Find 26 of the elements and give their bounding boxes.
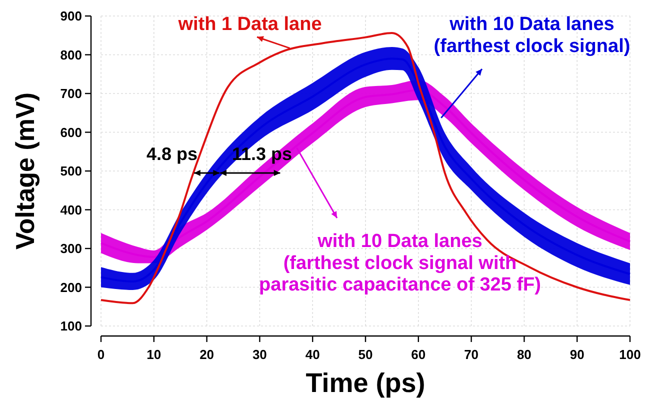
x-tick-label: 50 [358, 347, 373, 362]
y-tick-label: 700 [60, 86, 82, 102]
annotation: 4.8 ps [146, 144, 198, 164]
y-tick-label: 200 [60, 280, 82, 295]
y-tick-label: 600 [60, 124, 82, 140]
x-tick-label: 20 [200, 347, 214, 362]
x-tick-label: 60 [411, 347, 426, 362]
x-tick-label: 30 [252, 347, 267, 362]
y-tick-label: 400 [60, 202, 82, 218]
y-tick-label: 300 [60, 241, 82, 256]
y-tick-label: 800 [60, 47, 82, 62]
x-tick-label: 10 [146, 347, 162, 362]
y-tick-label: 900 [60, 8, 82, 24]
annotation: with 10 Data lanes (farthest clock signal) [434, 14, 630, 57]
x-tick-label: 80 [516, 347, 532, 362]
x-tick-label: 100 [619, 347, 641, 362]
y-axis-title: Voltage (mV) [10, 92, 40, 250]
y-tick-label: 100 [60, 318, 82, 334]
x-tick-label: 90 [570, 347, 584, 362]
x-axis-title: Time (ps) [306, 368, 426, 398]
annotation: with 1 Data lane [177, 14, 322, 35]
x-tick-label: 40 [305, 347, 320, 362]
x-tick-label: 70 [464, 347, 479, 362]
annotation: with 10 Data lanes (farthest clock signal with parasitic capacitance of 325 fF) [259, 231, 541, 296]
y-tick-label: 500 [60, 164, 82, 179]
x-tick-label: 0 [97, 347, 105, 362]
